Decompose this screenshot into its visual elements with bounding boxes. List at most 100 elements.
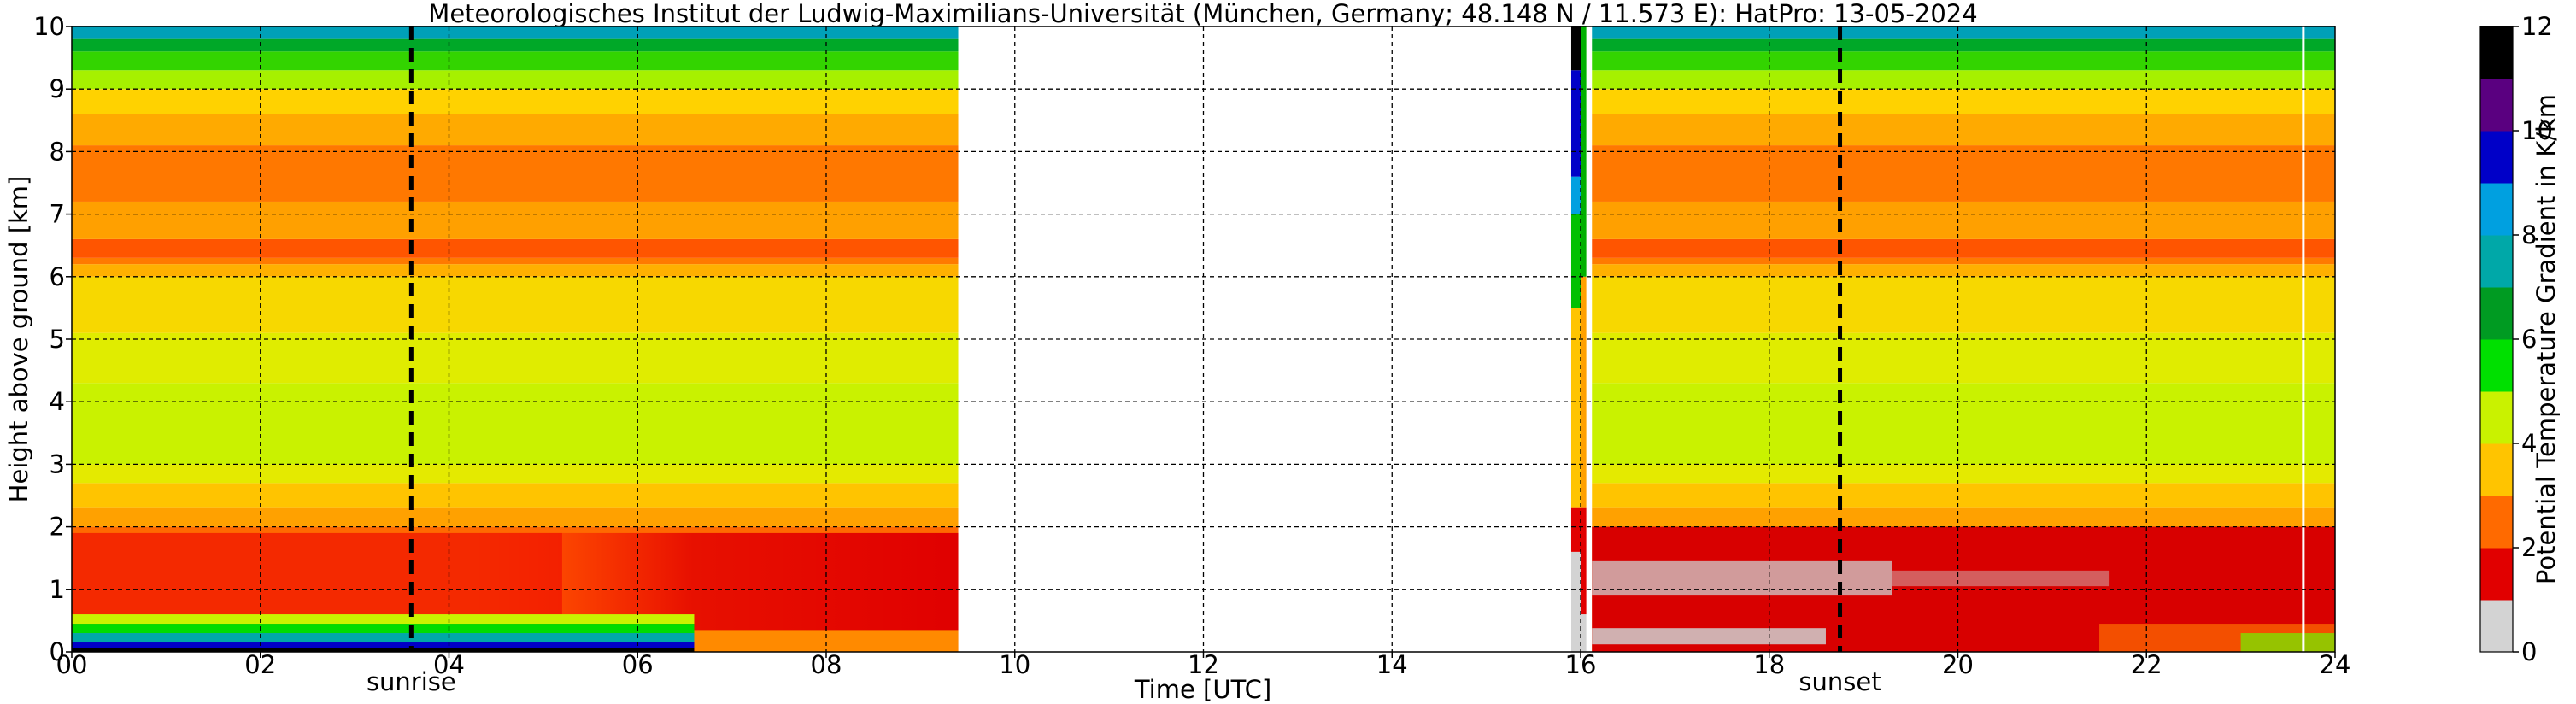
- heat-band: [1581, 276, 1587, 508]
- heat-band: [1892, 570, 2110, 587]
- heat-band: [72, 257, 959, 265]
- x-axis-label: Time [UTC]: [1134, 675, 1271, 704]
- colorbar-segment: [2480, 391, 2513, 444]
- colorbar-segment: [2480, 183, 2513, 236]
- sunrise-label: sunrise: [367, 667, 456, 696]
- x-tick-label: 00: [56, 650, 88, 679]
- heat-band: [1570, 308, 1581, 508]
- x-tick-label: 06: [622, 650, 654, 679]
- y-tick-label: 2: [50, 513, 65, 542]
- colorbar-segment: [2480, 287, 2513, 340]
- colorbar-tick-label: 4: [2521, 429, 2537, 458]
- heat-band: [2240, 633, 2335, 652]
- y-tick-label: 3: [50, 449, 65, 478]
- plot-area: [71, 26, 2336, 653]
- heat-band: [72, 276, 959, 333]
- heat-band: [72, 70, 959, 90]
- x-tick-label: 20: [1942, 650, 1974, 679]
- heat-band: [72, 614, 695, 625]
- heat-band: [72, 332, 959, 384]
- heat-band: [1592, 89, 2335, 114]
- x-tick-label: 14: [1376, 650, 1408, 679]
- heat-band: [72, 648, 695, 652]
- y-axis-label: Height above ground [km]: [4, 176, 33, 503]
- colorbar-segment: [2480, 26, 2513, 79]
- heat-band: [1570, 507, 1581, 552]
- y-tick-label: 9: [50, 74, 65, 103]
- colorbar-segment: [2480, 339, 2513, 392]
- colorbar-segment: [2480, 131, 2513, 184]
- heat-band: [72, 483, 959, 508]
- sun-marker-labels: sunrise sunset: [367, 667, 1881, 696]
- heat-band: [1592, 145, 2335, 202]
- y-tick-label: 8: [50, 137, 65, 166]
- x-tick-label: 18: [1753, 650, 1785, 679]
- y-tick-label: 7: [50, 200, 65, 229]
- heat-band: [694, 630, 959, 652]
- y-tick-label: 1: [50, 575, 65, 604]
- x-tick-label: 22: [2131, 650, 2162, 679]
- chart-title: Meteorologisches Institut der Ludwig-Max…: [428, 0, 1977, 28]
- heat-band: [1592, 257, 2335, 265]
- heat-band: [1592, 264, 2335, 277]
- heat-band: [1570, 551, 1581, 652]
- colorbar: 0 2 4 6 8 10 12: [2479, 12, 2553, 666]
- x-axis-ticks: 00 02 04 06 08 10 12 14 16 18 20 22 24: [56, 650, 2351, 679]
- colorbar-label: Potential Temperature Gradient in K/km: [2532, 94, 2561, 584]
- y-tick-label: 10: [33, 12, 65, 41]
- heat-band: [1592, 70, 2335, 90]
- y-tick-label: 6: [50, 262, 65, 291]
- x-tick-label: 12: [1188, 650, 1219, 679]
- sunset-label: sunset: [1799, 667, 1881, 696]
- heat-band: [72, 464, 959, 484]
- heat-band: [1592, 332, 2335, 384]
- colorbar-segment: [2480, 443, 2513, 496]
- heat-band: [72, 38, 959, 52]
- colorbar-segment: [2480, 548, 2513, 601]
- heat-band: [72, 201, 959, 239]
- heat-band: [1592, 238, 2335, 258]
- y-tick-label: 0: [50, 637, 65, 666]
- heat-band: [1581, 614, 1587, 652]
- x-tick-label: 24: [2320, 650, 2351, 679]
- heat-band: [72, 26, 959, 39]
- heat-band: [72, 532, 562, 615]
- heat-band: [72, 89, 959, 114]
- heat-band: [72, 114, 959, 146]
- heat-band: [1592, 464, 2335, 484]
- heat-band: [1592, 51, 2335, 71]
- y-tick-label: 4: [50, 387, 65, 416]
- heatmap-layer: [72, 26, 2335, 652]
- y-axis-ticks: 0 1 2 3 4 5 6 7 8 9 10: [33, 12, 72, 666]
- heat-band: [1570, 70, 1581, 177]
- heat-band: [1592, 507, 2335, 527]
- heat-band: [72, 633, 695, 643]
- heat-band: [1592, 114, 2335, 146]
- colorbar-tick-label: 8: [2521, 220, 2537, 249]
- heat-band: [1592, 26, 2335, 39]
- colorbar-tick-label: 2: [2521, 533, 2537, 562]
- x-tick-label: 10: [999, 650, 1030, 679]
- colorbar-tick-label: 6: [2521, 325, 2537, 354]
- heat-band: [1592, 483, 2335, 508]
- heat-band: [1581, 507, 1587, 615]
- heat-band: [1581, 26, 1587, 277]
- heat-band: [72, 642, 695, 648]
- heat-band: [1570, 26, 1581, 71]
- colorbar-tick-label: 10: [2521, 116, 2553, 145]
- colorbar-segment: [2480, 235, 2513, 288]
- colorbar-tick-label: 0: [2521, 637, 2537, 666]
- colorbar-segment: [2480, 600, 2513, 653]
- heat-band: [72, 383, 959, 465]
- heat-band: [1570, 176, 1581, 214]
- x-tick-label: 08: [811, 650, 842, 679]
- heat-band: [1592, 560, 1892, 596]
- y-tick-label: 5: [50, 325, 65, 354]
- heat-band: [1592, 383, 2335, 465]
- x-tick-label: 02: [244, 650, 276, 679]
- heat-band: [72, 51, 959, 71]
- heat-band: [72, 624, 695, 634]
- grid-lines: [72, 26, 2335, 652]
- heat-band: [72, 264, 959, 277]
